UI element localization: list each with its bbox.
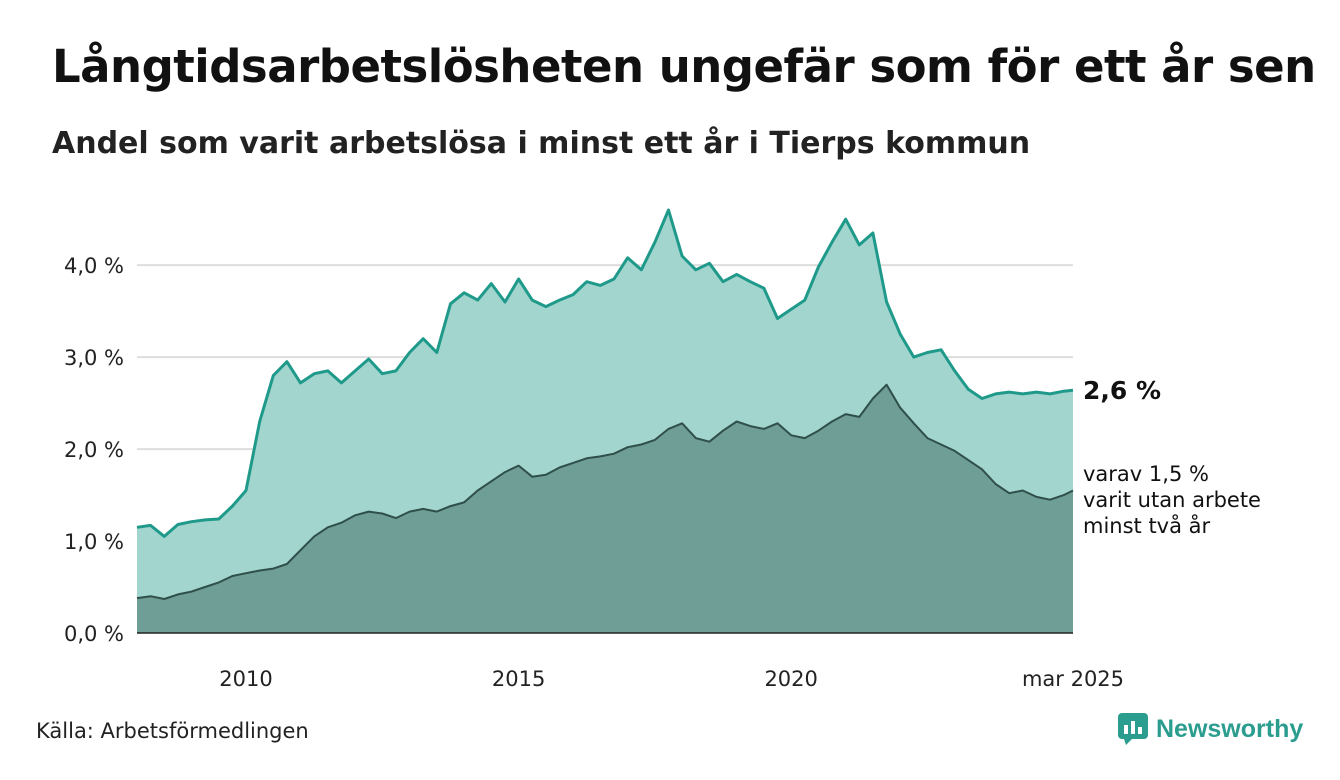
end-label-total: 2,6 % [1083,376,1161,405]
y-tick-label: 3,0 % [64,346,124,370]
newsworthy-logo-icon [1118,713,1148,745]
label-layer: 2,6 % varav 1,5 % varit utan arbete minst t… [1083,376,1261,538]
series-line-minst_ett_ar [136,208,1074,538]
x-tick-label: 2015 [492,667,545,691]
x-tick-label: 2020 [764,667,817,691]
end-label-line: minst två år [1083,513,1211,538]
y-tick-label: 0,0 % [64,622,124,646]
chart-title: Långtidsarbetslösheten ungefär som för e… [52,40,1316,93]
axis-layer: 0,0 % 1,0 % 2,0 % 3,0 % 4,0 % 2010 2015 2020 mar… [64,254,1124,691]
y-tick-label: 4,0 % [64,254,124,278]
end-label-two-years: varav 1,5 % varit utan arbete minst två år [1083,462,1261,538]
x-tick-label: mar 2025 [1022,667,1124,691]
end-label-line: varit utan arbete [1083,488,1261,512]
end-label-line: varav 1,5 % [1083,462,1209,486]
series-line-minst_tva_ar [136,383,1074,600]
y-tick-label: 1,0 % [64,530,124,554]
area-layer [136,208,1074,633]
y-tick-label: 2,0 % [64,438,124,462]
series-area-minst_tva_ar [137,384,1073,633]
brand-logo[interactable]: Newsworthy [1118,713,1303,745]
chart-subtitle: Andel som varit arbetslösa i minst ett å… [52,126,1031,161]
chart-area: 0,0 % 1,0 % 2,0 % 3,0 % 4,0 % 2010 2015 2020 mar… [64,208,1261,691]
x-tick-label: 2010 [219,667,272,691]
brand-name: Newsworthy [1156,714,1304,743]
source-note: Källa: Arbetsförmedlingen [36,719,309,743]
